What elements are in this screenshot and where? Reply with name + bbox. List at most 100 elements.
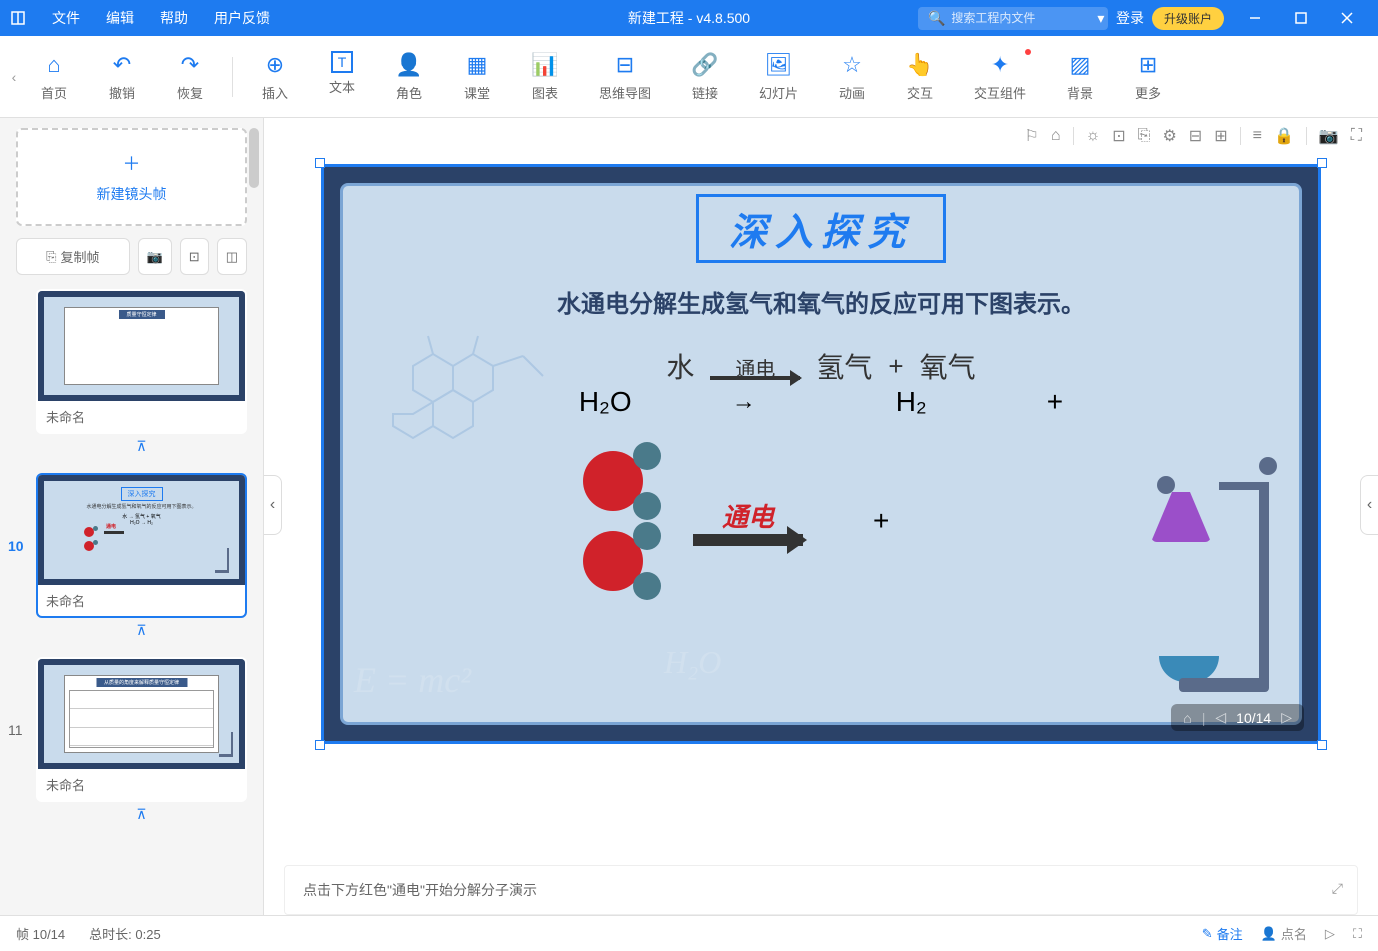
slide-title-box: 深入探究 <box>696 194 946 263</box>
toolbar-chart[interactable]: 📊图表 <box>511 43 579 110</box>
slide-preview: 质量守恒定律 <box>38 291 245 401</box>
toolbar-classroom[interactable]: ▦课堂 <box>443 43 511 110</box>
group-icon[interactable]: ⊡ <box>1112 126 1125 146</box>
slide-thumb-wrap: 质量守恒定律 未命名 <box>16 289 247 434</box>
chart-icon: 📊 <box>531 51 559 79</box>
expand-small-icon[interactable]: ⛶ <box>1351 127 1362 145</box>
hint-bar: 点击下方红色"通电"开始分解分子演示 ⤢ <box>284 865 1358 915</box>
hydrogen-atom <box>633 442 661 470</box>
electrolysis-trigger[interactable]: 通电 <box>693 497 803 546</box>
hydrogen-atom <box>633 492 661 520</box>
formula-arrow: → <box>732 388 756 416</box>
toolbar-nav-left[interactable]: ‹ <box>8 69 20 85</box>
camera-small-icon[interactable]: 📷 <box>1319 126 1339 146</box>
upgrade-button[interactable]: 升级账户 <box>1152 7 1224 30</box>
gear-icon[interactable]: ⚙ <box>1162 126 1176 146</box>
login-link[interactable]: 登录 <box>1116 8 1144 28</box>
sun-icon[interactable]: ☼ <box>1086 127 1101 145</box>
lock-icon[interactable]: 🔒 <box>1274 126 1294 146</box>
reaction-equation-text: 水 通电 氢气 + 氧气 <box>343 346 1299 386</box>
toolbar-mindmap[interactable]: ⊟思维导图 <box>579 43 671 110</box>
slide-preview: 从质量的角度来解释质量守恒定律 <box>38 659 245 769</box>
slide-thumb-9[interactable]: 质量守恒定律 未命名 <box>36 289 247 434</box>
window-controls <box>1232 0 1370 36</box>
menu-bar: 文件 编辑 帮助 用户反馈 <box>40 4 282 32</box>
toolbar-link[interactable]: 🔗链接 <box>671 43 739 110</box>
search-box[interactable]: 🔍 ▾ <box>918 7 1108 30</box>
separator <box>1073 127 1074 145</box>
maximize-button[interactable] <box>1278 0 1324 36</box>
toolbar-home[interactable]: ⌂首页 <box>20 43 88 110</box>
camera-button[interactable]: 📷 <box>138 238 172 275</box>
scrollbar[interactable] <box>249 128 259 188</box>
home-small-icon[interactable]: ⌂ <box>1051 127 1061 145</box>
play-button[interactable]: ▷ <box>1325 926 1335 942</box>
canvas-area: ⚐ ⌂ ☼ ⊡ ⎘ ⚙ ⊟ ⊞ ≡ 🔒 📷 ⛶ ‹ ‹ N = A/t <box>264 118 1378 915</box>
toolbar-slideshow[interactable]: 🖼幻灯片 <box>739 43 818 110</box>
close-button[interactable] <box>1324 0 1370 36</box>
layers-icon[interactable]: ≡ <box>1253 127 1262 145</box>
toolbar-undo[interactable]: ↶撤销 <box>88 43 156 110</box>
split-button[interactable]: ◫ <box>217 238 247 275</box>
menu-help[interactable]: 帮助 <box>148 4 200 32</box>
fullscreen-button[interactable]: ⛶ <box>1353 926 1362 942</box>
new-frame-button[interactable]: ＋ 新建镜头帧 <box>16 128 247 226</box>
frame-counter: 帧 10/14 <box>16 924 65 943</box>
toolbar-interact[interactable]: 👆交互 <box>886 43 954 110</box>
qr-button[interactable]: ⊡ <box>180 238 209 275</box>
toolbar-insert[interactable]: ⊕插入 <box>241 43 309 110</box>
grid-small-icon[interactable]: ⊞ <box>1214 126 1227 146</box>
toolbar-background[interactable]: ▨背景 <box>1046 43 1114 110</box>
slide-label: 未命名 <box>38 769 245 800</box>
redo-icon: ↷ <box>176 51 204 79</box>
minimize-button[interactable] <box>1232 0 1278 36</box>
search-input[interactable] <box>951 11 1091 25</box>
hydrogen-atom <box>633 522 661 550</box>
menu-file[interactable]: 文件 <box>40 4 92 32</box>
expand-right-button[interactable]: ‹ <box>1360 475 1378 535</box>
resize-handle[interactable] <box>1317 158 1327 168</box>
bg-equation: E = mc² <box>354 659 471 701</box>
slide-connector-icon: ⊼ <box>36 438 247 455</box>
collapse-icon[interactable]: ⊟ <box>1189 126 1202 146</box>
toolbar-redo[interactable]: ↷恢复 <box>156 43 224 110</box>
toolbar-character[interactable]: 👤角色 <box>375 43 443 110</box>
slide-number: 10 <box>8 538 24 554</box>
formula-plus: + <box>1047 386 1063 418</box>
fullscreen-icon: ⛶ <box>1353 926 1362 942</box>
collapse-sidebar-button[interactable]: ‹ <box>264 475 282 535</box>
copy-small-icon[interactable]: ⎘ <box>1138 127 1151 145</box>
camera-icon: 📷 <box>147 249 163 265</box>
toolbar-animation[interactable]: ☆动画 <box>818 43 886 110</box>
menu-feedback[interactable]: 用户反馈 <box>202 4 282 32</box>
link-icon: 🔗 <box>691 51 719 79</box>
toolbar-text[interactable]: T文本 <box>309 43 375 110</box>
arrow-icon <box>693 534 803 546</box>
sidebar: ＋ 新建镜头帧 ⎘ 复制帧 📷 ⊡ ◫ 质量守恒定律 未命名 <box>0 118 264 915</box>
chevron-down-icon[interactable]: ▾ <box>1097 10 1104 27</box>
titlebar: 文件 编辑 帮助 用户反馈 新建工程 - v4.8.500 🔍 ▾ 登录 升级账… <box>0 0 1378 36</box>
person-small-icon: 👤 <box>1261 926 1277 942</box>
expand-hint-icon[interactable]: ⤢ <box>1332 880 1343 897</box>
qr-icon: ⊡ <box>189 249 200 265</box>
next-page-button[interactable]: ▷ <box>1281 709 1292 726</box>
resize-handle[interactable] <box>315 158 325 168</box>
copy-frame-button[interactable]: ⎘ 复制帧 <box>16 238 130 275</box>
prev-page-button[interactable]: ◁ <box>1215 709 1226 726</box>
reactant-label: 水 <box>666 346 694 386</box>
toolbar-more[interactable]: ⊞更多 <box>1114 43 1182 110</box>
home-nav-icon[interactable]: ⌂ <box>1183 710 1191 726</box>
toolbar-interact-component[interactable]: ✦交互组件 <box>954 43 1046 110</box>
slide-thumb-10[interactable]: 深入探究 水通电分解生成氢气和氧气的反应可用下图表示。 水 → 氢气 + 氧气H… <box>36 473 247 618</box>
resize-handle[interactable] <box>315 740 325 750</box>
flag-icon[interactable]: ⚐ <box>1025 126 1039 146</box>
menu-edit[interactable]: 编辑 <box>94 4 146 32</box>
nominate-button[interactable]: 👤 点名 <box>1261 924 1307 943</box>
slide-thumb-11[interactable]: 从质量的角度来解释质量守恒定律 未命名 <box>36 657 247 802</box>
statusbar: 帧 10/14 总时长: 0:25 ✎ 备注 👤 点名 ▷ ⛶ <box>0 915 1378 951</box>
toolbar: ‹ ⌂首页 ↶撤销 ↷恢复 ⊕插入 T文本 👤角色 ▦课堂 📊图表 ⊟思维导图 … <box>0 36 1378 118</box>
notes-button[interactable]: ✎ 备注 <box>1202 924 1243 943</box>
resize-handle[interactable] <box>1317 740 1327 750</box>
slide-canvas[interactable]: N = A/t A = F 深入探究 水通电分解生成氢气和氧气的反应可用下图表示… <box>321 164 1321 744</box>
slide-preview: 深入探究 水通电分解生成氢气和氧气的反应可用下图表示。 水 → 氢气 + 氧气H… <box>38 475 245 585</box>
